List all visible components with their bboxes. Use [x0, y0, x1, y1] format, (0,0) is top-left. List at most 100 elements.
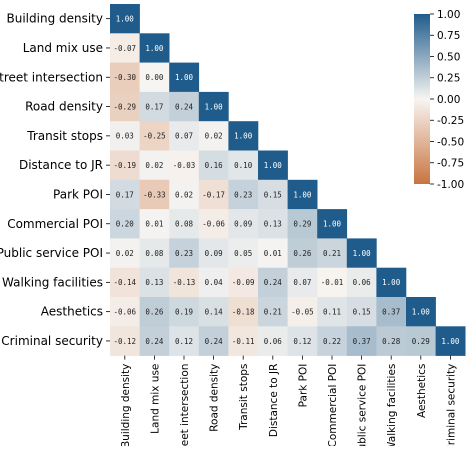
cell-value-label: 1.00: [234, 132, 253, 141]
cell-value-label: 0.16: [205, 161, 224, 170]
row-label-transit-stops: Transit stops: [26, 129, 103, 143]
heatmap-cell-building-density-building-density: [110, 4, 140, 34]
cell-value-label: 0.07: [293, 278, 311, 287]
heatmap-cell-walking-facilities-walking-facilities: [376, 267, 407, 298]
row-labels: Building density Land mix use Street inter…: [0, 12, 110, 348]
cell-value-label: -0.06: [114, 307, 137, 316]
cell-value-label: 0.01: [145, 220, 163, 229]
heatmap-cell-transit-stops-road-density: [198, 121, 229, 151]
column-label-building-density: Building density: [120, 364, 132, 446]
column-label-road-density: Road density: [209, 364, 221, 432]
cell-value-label: 0.04: [205, 278, 224, 287]
cell-value-label: 0.15: [353, 307, 371, 316]
heatmap-cell-distance-to-jr-road-density: [198, 150, 229, 181]
cell-value-label: 0.02: [145, 161, 163, 170]
cell-value-label: 0.24: [205, 337, 224, 346]
column-label-commercial-poi: Commercial POI: [327, 364, 339, 446]
heatmap-cell-aesthetics-park-poi: [287, 297, 318, 327]
heatmap-cell-public-service-poi-land-mix-use: [139, 238, 170, 268]
heatmap-cell-street-intersection-land-mix-use: [139, 62, 170, 93]
column-label-public-service-poi: Public service POI: [357, 364, 369, 446]
cell-value-label: 0.02: [175, 190, 193, 199]
cell-value-label: -0.13: [173, 278, 196, 287]
row-label-commercial-poi: Commercial POI: [7, 217, 103, 231]
heatmap-cell-transit-stops-street-intersection: [169, 121, 200, 151]
column-label-aesthetics: Aesthetics: [416, 364, 428, 418]
cell-value-label: -0.14: [114, 278, 137, 287]
cell-value-label: 1.00: [441, 337, 460, 346]
cell-value-label: 1.00: [412, 307, 431, 316]
cell-value-label: 0.06: [264, 337, 283, 346]
heatmap-cell-walking-facilities-public-service-poi: [346, 267, 377, 298]
cell-value-label: 0.37: [382, 307, 400, 316]
heatmap-cell-distance-to-jr-building-density: [110, 150, 140, 181]
heatmap-cell-road-density-land-mix-use: [139, 91, 170, 122]
heatmap-cells: 1.00 -0.07 1.00 -0.30 0.00 1.00 -0.29 0.17 0.24 1…: [110, 4, 466, 356]
row-label-building-density: Building density: [7, 12, 104, 26]
colorbar-tick-label: 1.00: [437, 9, 460, 21]
cell-value-label: -0.33: [143, 190, 166, 199]
cell-value-label: 0.28: [382, 337, 401, 346]
cell-value-label: 0.29: [412, 337, 430, 346]
heatmap-cell-transit-stops-land-mix-use: [139, 121, 170, 151]
heatmap-cell-distance-to-jr-land-mix-use: [139, 150, 170, 181]
cell-value-label: 0.24: [264, 278, 283, 287]
heatmap-cell-street-intersection-building-density: [110, 62, 140, 93]
heatmap-cell-walking-facilities-commercial-poi: [317, 267, 348, 298]
heatmap-cell-criminal-security-aesthetics: [406, 326, 436, 356]
column-label-street-intersection: Street intersection: [179, 364, 191, 446]
cell-value-label: 1.00: [116, 14, 135, 23]
cell-value-label: 1.00: [145, 44, 164, 53]
heatmap-cell-criminal-security-public-service-poi: [346, 326, 377, 356]
cell-value-label: 0.03: [116, 132, 134, 141]
heatmap-cell-park-poi-land-mix-use: [139, 179, 170, 210]
column-label-walking-facilities: Walking facilities: [386, 364, 398, 446]
row-label-street-intersection: Street intersection: [0, 70, 103, 84]
heatmap-cell-walking-facilities-transit-stops: [228, 267, 259, 298]
cell-value-label: 1.00: [293, 190, 312, 199]
heatmap-cell-commercial-poi-street-intersection: [169, 209, 200, 239]
cell-value-label: 0.26: [293, 249, 312, 258]
cell-value-label: -0.19: [114, 161, 137, 170]
heatmap-cell-distance-to-jr-street-intersection: [169, 150, 200, 181]
cell-value-label: 0.21: [264, 307, 282, 316]
heatmap-cell-park-poi-building-density: [110, 179, 140, 210]
cell-value-label: 0.17: [116, 190, 134, 199]
heatmap-cell-aesthetics-land-mix-use: [139, 297, 170, 327]
column-label-transit-stops: Transit stops: [238, 364, 250, 431]
cell-value-label: 0.09: [234, 220, 252, 229]
heatmap-cell-road-density-building-density: [110, 91, 140, 122]
cell-value-label: 0.09: [205, 249, 223, 258]
row-label-land-mix-use: Land mix use: [23, 41, 103, 55]
heatmap-cell-commercial-poi-land-mix-use: [139, 209, 170, 239]
heatmap-cell-commercial-poi-commercial-poi: [317, 209, 348, 239]
cell-value-label: 1.00: [323, 220, 342, 229]
colorbar-tick-label: 0.75: [437, 30, 460, 42]
heatmap-cell-criminal-security-street-intersection: [169, 326, 200, 356]
cell-value-label: 0.15: [264, 190, 282, 199]
colorbar-tick-label: 0.00: [437, 94, 460, 106]
cell-value-label: 0.22: [323, 337, 341, 346]
cell-value-label: 0.12: [175, 337, 193, 346]
column-label-distance-to-jr: Distance to JR: [268, 364, 280, 438]
heatmap-cell-commercial-poi-building-density: [110, 209, 140, 239]
heatmap-cell-public-service-poi-street-intersection: [169, 238, 200, 268]
row-label-park-poi: Park POI: [53, 187, 103, 201]
colorbar-gradient: [414, 14, 430, 184]
heatmap-cell-aesthetics-street-intersection: [169, 297, 200, 327]
cell-value-label: 0.17: [145, 102, 163, 111]
colorbar-tick-label: -0.50: [437, 136, 464, 148]
heatmap-cell-commercial-poi-park-poi: [287, 209, 318, 239]
row-label-walking-facilities: Walking facilities: [2, 275, 103, 289]
heatmap-cell-road-density-street-intersection: [169, 91, 200, 122]
heatmap-cell-criminal-security-park-poi: [287, 326, 318, 356]
cell-value-label: 1.00: [264, 161, 283, 170]
heatmap-cell-criminal-security-road-density: [198, 326, 229, 356]
cell-value-label: 0.20: [116, 220, 135, 229]
cell-value-label: 0.01: [264, 249, 282, 258]
colorbar-tick-label: -0.25: [437, 115, 464, 127]
cell-value-label: 0.26: [145, 307, 164, 316]
cell-value-label: -0.12: [114, 337, 137, 346]
